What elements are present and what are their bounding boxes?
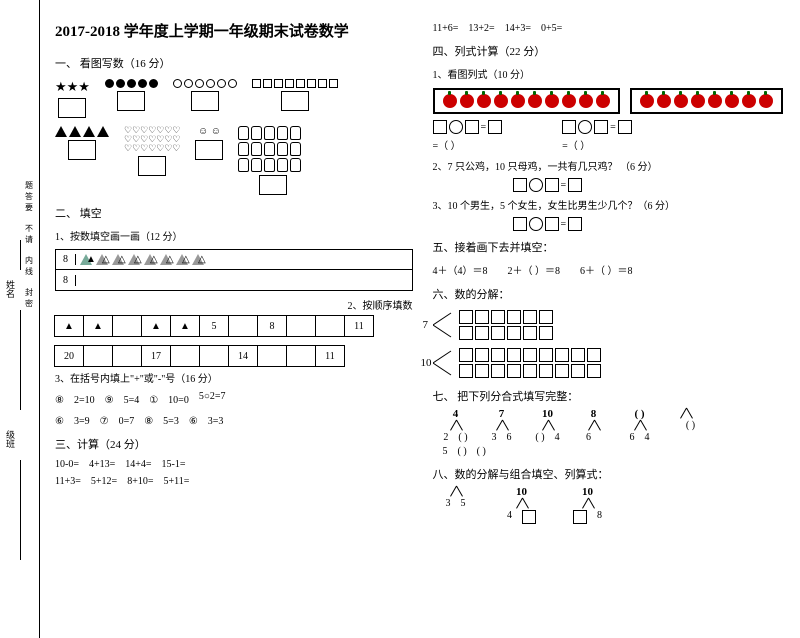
section-4-heading: 四、列式计算（22 分）	[433, 43, 791, 59]
answer-box[interactable]	[191, 91, 219, 111]
equation-boxes: =	[513, 217, 791, 231]
calc-row2: 11+3=5+12=8+10=5+11=	[55, 476, 413, 487]
split-tree: ( )	[671, 408, 701, 443]
split-tree: 42( )	[441, 408, 471, 443]
count-squares	[252, 79, 338, 111]
decomp-10: 10	[433, 348, 791, 378]
eq-result: =（ ）	[562, 137, 632, 152]
section-8-heading: 八、数的分解与组合填空、列算式：	[433, 466, 791, 482]
fill-op-row2: ⑥ 3=9⑦ 0=7⑧ 5=3⑥ 3=3	[55, 412, 413, 427]
answer-box[interactable]	[195, 140, 223, 160]
left-column: 2017-2018 学年度上学期一年级期末试卷数学 一、 看图写数（16 分） …	[55, 20, 413, 628]
seal-text: 题答要 不请 内线 封密	[25, 180, 33, 309]
sequence-d: 20 17 14 11	[55, 345, 413, 367]
fill-op-row1: ⑧ 2=10⑨ 5=4① 10=05○2=7	[55, 391, 413, 406]
seq-num: 8	[56, 275, 76, 286]
q4-2: 2、7 只公鸡，10 只母鸡，一共有几只鸡？ （6 分）	[433, 158, 791, 173]
section-7-heading: 七、 把下列分合式填写完整：	[433, 388, 791, 404]
answer-box[interactable]	[138, 156, 166, 176]
seq-num: 8	[56, 254, 76, 265]
answer-box[interactable]	[68, 140, 96, 160]
equation-boxes: =	[562, 120, 632, 134]
q4-3: 3、10 个男生，5 个女生，女生比男生少几个？（6 分）	[433, 197, 791, 212]
eq-result: =（ ）	[433, 137, 503, 152]
count-dots	[105, 79, 158, 111]
apple-group-right	[630, 88, 783, 114]
sequence-c: ▲▲ ▲▲5 8 11	[55, 315, 413, 337]
q2-3: 3、在括号内填上"+"或"-"号（16 分）	[55, 370, 413, 385]
split-tree: 86	[579, 408, 609, 443]
count-circles	[173, 79, 237, 111]
answer-box[interactable]	[117, 91, 145, 111]
right-column: 11+6=13+2=14+3=0+5= 四、列式计算（22 分） 1、看图列式（…	[433, 20, 791, 628]
s7-bottom: 5( )( )	[443, 446, 791, 457]
apple-group-left	[433, 88, 620, 114]
answer-box[interactable]	[58, 98, 86, 118]
section-6-heading: 六、数的分解：	[433, 286, 791, 302]
section-2-heading: 二、 填空	[55, 205, 413, 221]
binding-margin: 题答要 不请 内线 封密 姓名 级班	[0, 0, 40, 638]
split-tree: 108	[573, 486, 603, 524]
count-cylinders	[238, 126, 308, 195]
exam-title: 2017-2018 学年度上学期一年级期末试卷数学	[55, 20, 413, 41]
decomp-7: 7	[433, 310, 791, 340]
count-triangles	[55, 126, 109, 160]
split-tree: 104	[507, 486, 537, 524]
calc-row1: 10-0=4+13=14+4=15-1=	[55, 459, 413, 470]
split-tree: 10( )4	[533, 408, 563, 443]
count-hearts: ♡♡♡♡♡♡♡♡♡♡♡♡♡♡♡♡♡♡♡♡♡	[124, 126, 180, 176]
split-tree: ( )64	[625, 408, 655, 443]
split-tree: 736	[487, 408, 517, 443]
equation-boxes: =	[513, 178, 791, 192]
q4-1: 1、看图列式（10 分）	[433, 66, 791, 81]
count-smiles: ☺ ☺	[195, 126, 223, 160]
answer-box[interactable]	[259, 175, 287, 195]
answer-box[interactable]	[281, 91, 309, 111]
equation-boxes: =	[433, 120, 503, 134]
section-1-heading: 一、 看图写数（16 分）	[55, 55, 413, 71]
q2-2-label: 2、按顺序填数	[348, 297, 413, 312]
calc-row3: 11+6=13+2=14+3=0+5=	[433, 23, 791, 34]
count-stars: ★★★	[55, 79, 90, 118]
class-label: 级班	[4, 430, 17, 448]
exam-content: 2017-2018 学年度上学期一年级期末试卷数学 一、 看图写数（16 分） …	[40, 0, 800, 638]
split-tree: 35	[441, 486, 471, 524]
section-5-heading: 五、接着画下去并填空：	[433, 239, 791, 255]
s5-line: 4＋（4）＝8 2＋（ ）＝8 6＋（ ）＝8	[433, 262, 791, 277]
q2-1: 1、按数填空画一画（12 分）	[55, 228, 413, 243]
section-3-heading: 三、计算（24 分）	[55, 436, 413, 452]
name-label: 姓名	[4, 280, 17, 298]
